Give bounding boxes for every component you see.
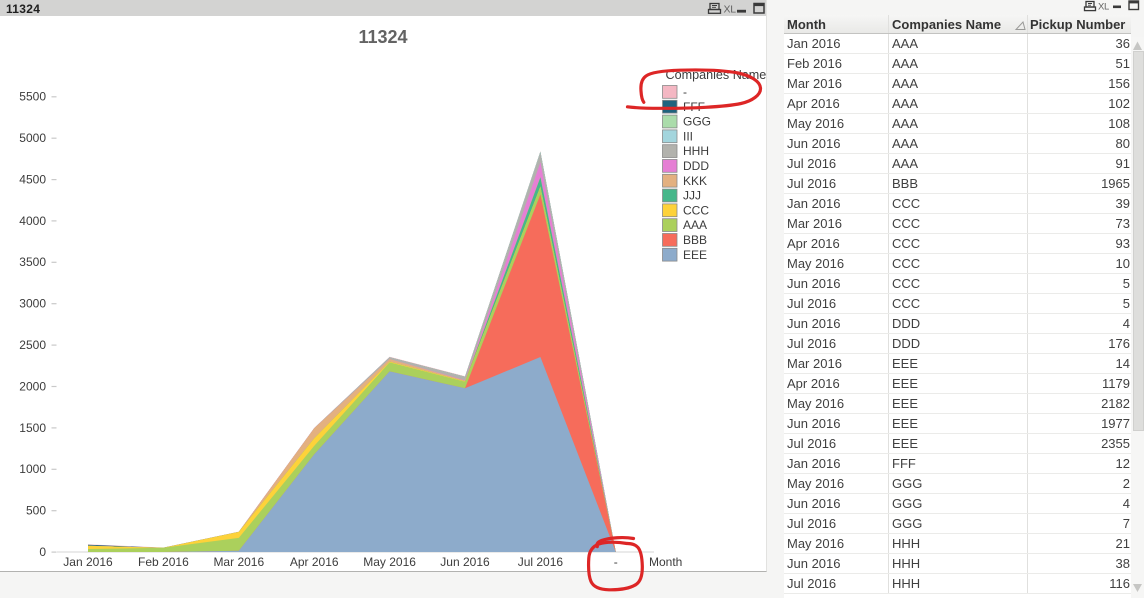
svg-text:Month: Month (649, 555, 682, 569)
svg-text:-: - (683, 85, 687, 99)
svg-text:Apr 2016: Apr 2016 (290, 555, 339, 569)
svg-text:2500: 2500 (19, 338, 46, 352)
svg-text:500: 500 (26, 504, 46, 518)
svg-text:-: - (614, 555, 618, 569)
svg-text:GGG: GGG (683, 115, 711, 129)
svg-text:May 2016: May 2016 (363, 555, 416, 569)
svg-text:Jun 2016: Jun 2016 (440, 555, 490, 569)
svg-text:1500: 1500 (19, 421, 46, 435)
svg-text:3500: 3500 (19, 255, 46, 269)
svg-text:2000: 2000 (19, 379, 46, 393)
svg-text:Mar 2016: Mar 2016 (213, 555, 264, 569)
svg-text:1000: 1000 (19, 462, 46, 476)
svg-text:DDD: DDD (683, 159, 709, 173)
svg-text:III: III (683, 129, 693, 143)
svg-text:4500: 4500 (19, 173, 46, 187)
svg-text:Jul 2016: Jul 2016 (518, 555, 564, 569)
svg-text:XL: XL (1098, 2, 1109, 13)
svg-text:JJJ: JJJ (683, 189, 701, 203)
svg-text:BBB: BBB (683, 233, 707, 247)
svg-text:0: 0 (39, 545, 46, 559)
svg-text:Feb 2016: Feb 2016 (138, 555, 189, 569)
svg-text:11324: 11324 (358, 27, 407, 47)
svg-text:5000: 5000 (19, 131, 46, 145)
svg-text:KKK: KKK (683, 174, 707, 188)
svg-text:Jan 2016: Jan 2016 (63, 555, 113, 569)
svg-text:5500: 5500 (19, 90, 46, 104)
svg-text:XL: XL (724, 4, 737, 16)
svg-text:3000: 3000 (19, 297, 46, 311)
svg-text:4000: 4000 (19, 214, 46, 228)
svg-text:HHH: HHH (683, 144, 709, 158)
svg-text:CCC: CCC (683, 203, 709, 217)
svg-text:EEE: EEE (683, 248, 707, 262)
svg-text:AAA: AAA (683, 218, 707, 232)
